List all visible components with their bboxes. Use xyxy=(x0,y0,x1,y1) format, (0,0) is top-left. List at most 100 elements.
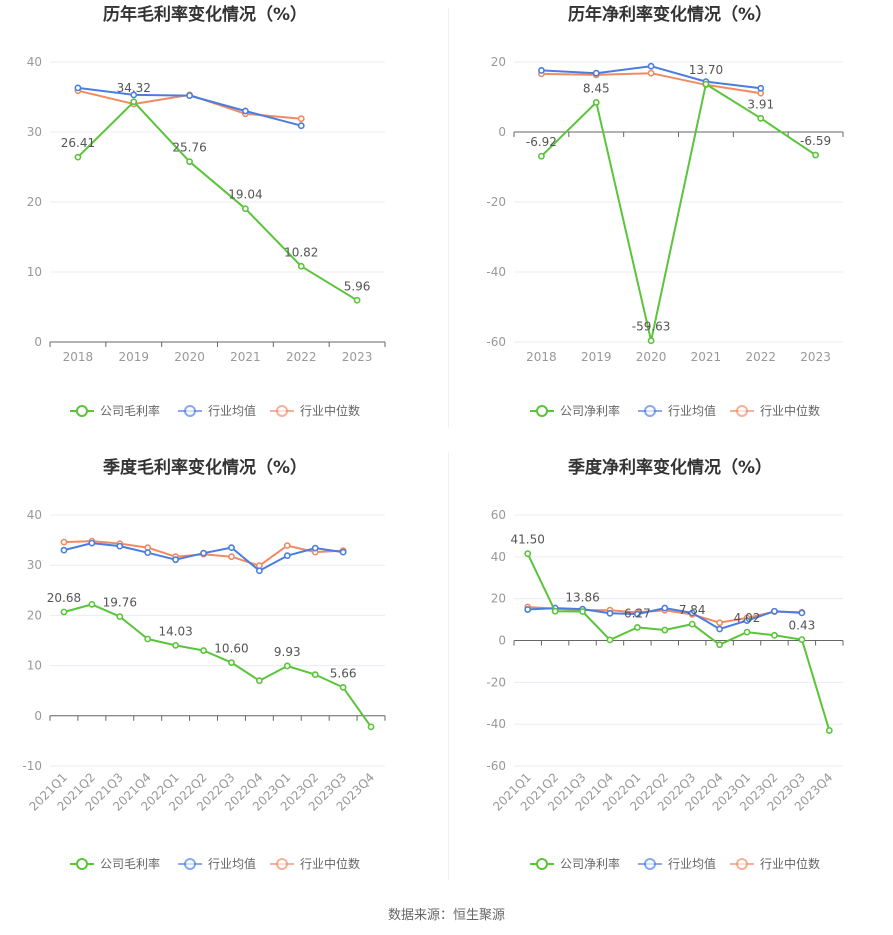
data-point-company[interactable] xyxy=(661,626,669,634)
data-point-company[interactable] xyxy=(116,613,124,621)
data-point-company[interactable] xyxy=(186,158,193,166)
data-point-industry-avg[interactable] xyxy=(60,546,68,554)
panel-divider-bottom xyxy=(448,452,449,880)
chart-quarterly-gross-margin: 季度毛利率变化情况（%） -10 0 10 20 30 40 2021Q1 2021Q2 2021… xyxy=(0,453,440,893)
legend-item-company[interactable]: 公司净利率 xyxy=(530,856,620,871)
data-point-industry-avg[interactable] xyxy=(228,544,235,552)
legend-item-industry-median[interactable]: 行业中位数 xyxy=(730,856,820,871)
data-point-industry-avg[interactable] xyxy=(688,609,696,617)
y-tick-label: 20 xyxy=(27,608,42,622)
data-point-industry-avg[interactable] xyxy=(743,617,751,625)
data-label: 7.84 xyxy=(679,603,706,617)
data-point-industry-median[interactable] xyxy=(283,542,291,550)
data-point-industry-median[interactable] xyxy=(60,538,68,546)
data-point-company[interactable] xyxy=(228,659,235,666)
data-point-company[interactable] xyxy=(200,647,207,654)
data-point-industry-avg[interactable] xyxy=(661,604,669,612)
data-point-industry-avg[interactable] xyxy=(606,609,614,617)
x-tick-label: 2023 xyxy=(800,350,831,364)
data-point-industry-avg[interactable] xyxy=(339,548,347,556)
data-point-company[interactable] xyxy=(367,723,375,731)
data-point-company[interactable] xyxy=(812,151,819,159)
data-point-company[interactable] xyxy=(297,262,305,270)
y-tick-label: 10 xyxy=(27,659,42,673)
data-point-industry-avg[interactable] xyxy=(130,91,138,99)
y-tick-label: 40 xyxy=(491,550,506,564)
data-point-company[interactable] xyxy=(592,99,600,106)
data-point-company[interactable] xyxy=(311,671,319,679)
legend-item-industry-avg[interactable]: 行业均值 xyxy=(638,403,716,418)
legend-item-industry-avg[interactable]: 行业均值 xyxy=(178,856,256,871)
data-point-company[interactable] xyxy=(88,600,96,608)
series-line-company xyxy=(77,100,358,302)
data-point-company[interactable] xyxy=(798,636,806,644)
data-point-company[interactable] xyxy=(144,635,152,643)
data-point-industry-avg[interactable] xyxy=(116,542,124,550)
data-point-company[interactable] xyxy=(353,296,361,304)
data-point-company[interactable] xyxy=(688,620,696,628)
data-point-company[interactable] xyxy=(716,641,724,649)
data-point-company[interactable] xyxy=(538,152,545,160)
data-point-company[interactable] xyxy=(825,727,833,734)
data-point-industry-median[interactable] xyxy=(647,69,655,77)
data-point-industry-median[interactable] xyxy=(716,619,724,627)
data-point-company[interactable] xyxy=(172,641,180,649)
data-point-industry-median[interactable] xyxy=(297,115,305,123)
series-line-company xyxy=(526,553,831,731)
legend-item-industry-median[interactable]: 行业中位数 xyxy=(730,403,820,418)
data-point-industry-avg[interactable] xyxy=(647,62,655,70)
legend-item-industry-avg[interactable]: 行业均值 xyxy=(638,856,716,871)
y-tick-label: 0 xyxy=(498,125,506,139)
data-point-industry-avg[interactable] xyxy=(633,610,641,618)
data-point-industry-avg[interactable] xyxy=(242,107,249,115)
data-point-company[interactable] xyxy=(579,608,586,615)
data-point-company[interactable] xyxy=(242,205,249,213)
data-point-industry-avg[interactable] xyxy=(172,556,180,564)
data-point-company[interactable] xyxy=(130,98,138,106)
data-point-industry-avg[interactable] xyxy=(88,539,96,547)
data-point-industry-avg[interactable] xyxy=(592,69,600,77)
data-point-company[interactable] xyxy=(647,337,655,345)
legend-item-company[interactable]: 公司净利率 xyxy=(530,403,620,418)
data-label: -6.92 xyxy=(526,135,557,149)
data-point-company[interactable] xyxy=(551,607,559,615)
data-point-company[interactable] xyxy=(606,636,614,644)
data-point-company[interactable] xyxy=(339,683,347,691)
data-point-industry-avg[interactable] xyxy=(538,67,545,74)
data-point-company[interactable] xyxy=(633,623,641,631)
data-point-industry-avg[interactable] xyxy=(311,544,319,552)
data-point-company[interactable] xyxy=(74,153,82,161)
data-point-industry-avg[interactable] xyxy=(716,625,724,633)
x-tick-label: 2019 xyxy=(581,350,612,364)
data-point-industry-avg[interactable] xyxy=(255,567,263,575)
data-point-industry-avg[interactable] xyxy=(200,549,207,557)
data-point-industry-avg[interactable] xyxy=(186,92,193,99)
data-point-company[interactable] xyxy=(702,80,710,88)
data-point-industry-avg[interactable] xyxy=(74,84,82,92)
y-tick-label: -40 xyxy=(486,717,506,731)
data-point-industry-avg[interactable] xyxy=(771,607,778,615)
series-line-company xyxy=(63,603,372,728)
data-point-company[interactable] xyxy=(743,628,751,636)
data-point-industry-avg[interactable] xyxy=(144,549,152,557)
data-point-company[interactable] xyxy=(283,662,291,670)
data-point-company[interactable] xyxy=(255,677,263,685)
y-tick-label: 40 xyxy=(27,508,42,522)
data-label: 10.82 xyxy=(284,245,318,259)
data-point-industry-avg[interactable] xyxy=(524,606,532,613)
data-point-industry-median[interactable] xyxy=(228,553,235,561)
data-point-company[interactable] xyxy=(60,608,68,616)
data-point-industry-avg[interactable] xyxy=(283,552,291,560)
data-point-company[interactable] xyxy=(771,631,778,639)
legend-item-industry-median[interactable]: 行业中位数 xyxy=(270,856,360,871)
data-point-industry-avg[interactable] xyxy=(757,84,765,92)
data-point-company[interactable] xyxy=(757,114,765,122)
data-point-industry-avg[interactable] xyxy=(798,609,806,617)
data-point-company[interactable] xyxy=(524,550,532,558)
y-tick-label: 20 xyxy=(27,195,42,209)
legend-item-industry-avg[interactable]: 行业均值 xyxy=(178,403,256,418)
legend-item-company[interactable]: 公司毛利率 xyxy=(70,403,160,418)
data-point-industry-avg[interactable] xyxy=(297,122,305,130)
legend-item-industry-median[interactable]: 行业中位数 xyxy=(270,403,360,418)
legend-item-company[interactable]: 公司毛利率 xyxy=(70,856,160,871)
